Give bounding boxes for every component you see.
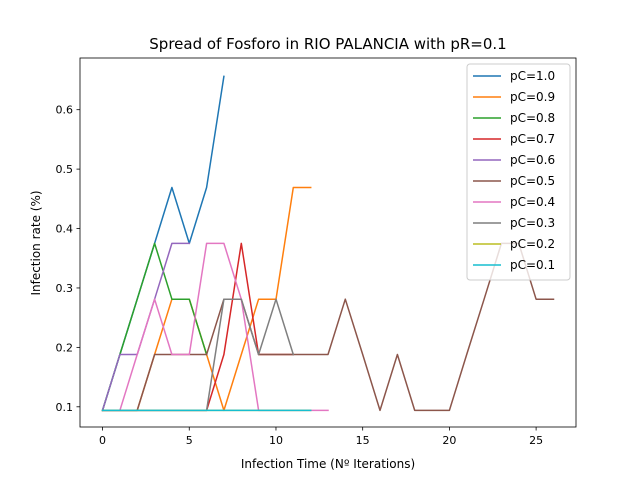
x-tick-label-1: 5 xyxy=(186,434,193,447)
y-tick-label-3: 0.4 xyxy=(56,223,74,236)
y-tick-label-2: 0.3 xyxy=(56,282,74,295)
x-tick-label-3: 15 xyxy=(356,434,370,447)
series-layer xyxy=(101,75,555,412)
legend-label-5: pC=0.5 xyxy=(510,174,555,188)
y-tick-label-1: 0.2 xyxy=(56,341,74,354)
x-tick-label-0: 0 xyxy=(99,434,106,447)
legend-label-1: pC=0.9 xyxy=(510,90,555,104)
y-axis-label: Infection rate (%) xyxy=(29,190,43,295)
x-axis-label: Infection Time (Nº Iterations) xyxy=(241,457,415,471)
legend-label-7: pC=0.3 xyxy=(510,216,555,230)
x-tick-label-2: 10 xyxy=(269,434,283,447)
x-tick-label-4: 20 xyxy=(442,434,456,447)
plot-frame xyxy=(79,57,577,428)
x-tick-label-5: 25 xyxy=(529,434,543,447)
legend-label-4: pC=0.6 xyxy=(510,153,555,167)
legend-label-9: pC=0.1 xyxy=(510,258,555,272)
legend-label-8: pC=0.2 xyxy=(510,237,555,251)
axes-layer: 0 5 10 15 20 25 0.1 0.2 0.3 0.4 0.5 0.6 xyxy=(56,57,577,447)
legend-label-2: pC=0.8 xyxy=(510,111,555,125)
legend: pC=1.0 pC=0.9 pC=0.8 pC=0.7 pC=0.6 pC=0.5 pC=0… xyxy=(466,63,571,281)
legend-label-0: pC=1.0 xyxy=(510,69,555,83)
y-tick-label-5: 0.6 xyxy=(56,104,74,117)
y-tick-label-4: 0.5 xyxy=(56,163,74,176)
legend-label-3: pC=0.7 xyxy=(510,132,555,146)
legend-label-6: pC=0.4 xyxy=(510,195,555,209)
chart-title: Spread of Fosforo in RIO PALANCIA with p… xyxy=(149,35,506,53)
y-tick-label-0: 0.1 xyxy=(56,401,74,414)
